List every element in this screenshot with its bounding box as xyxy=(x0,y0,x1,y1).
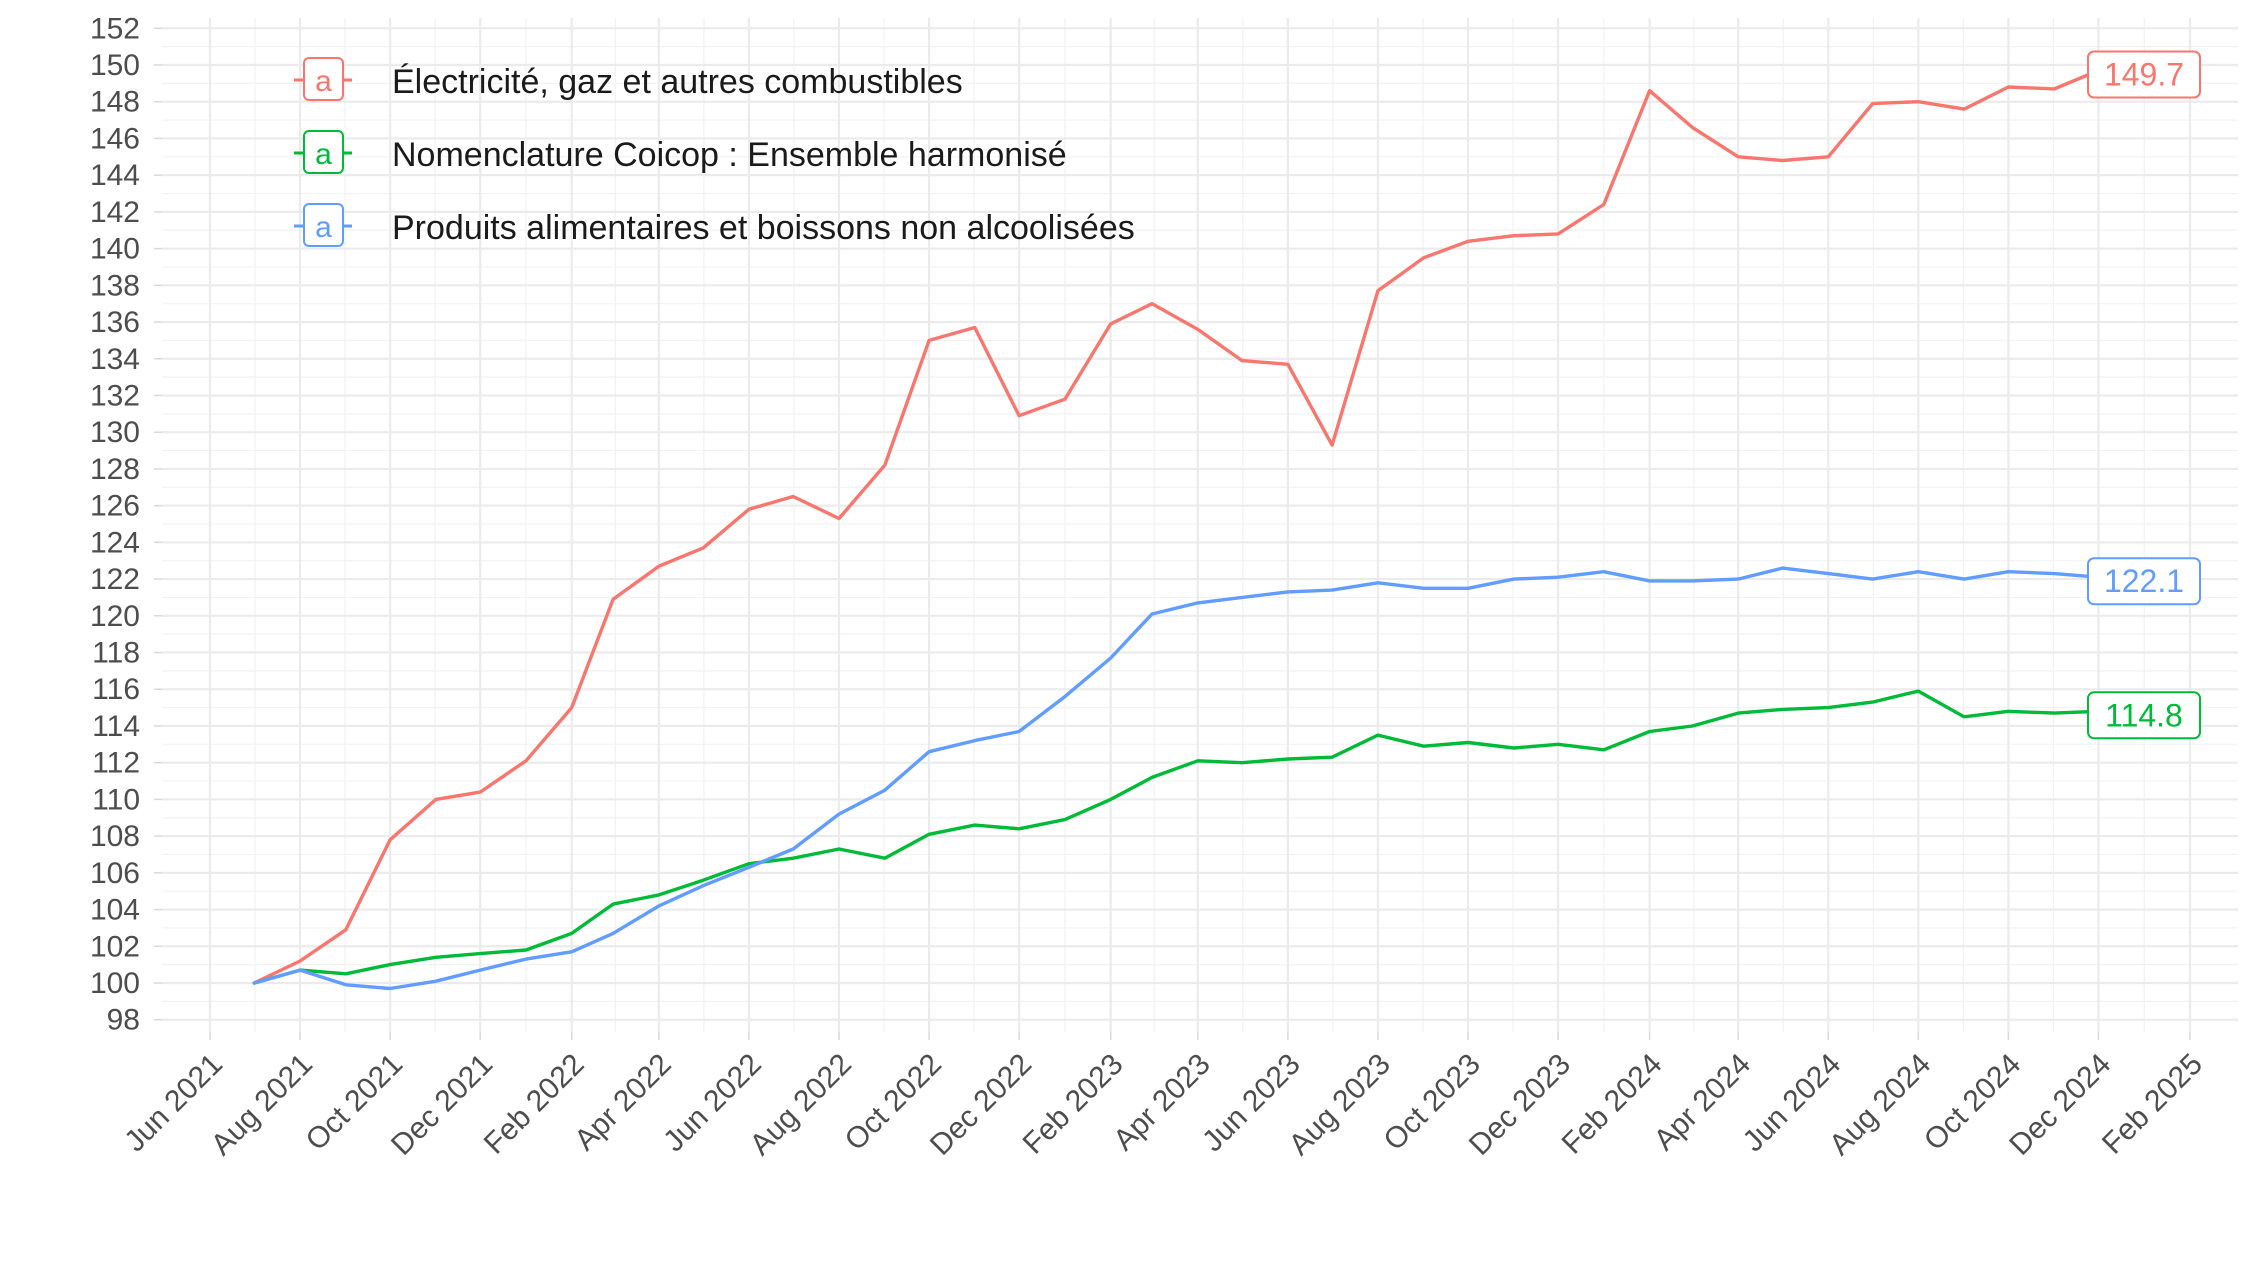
end-label-text: 149.7 xyxy=(2104,57,2184,93)
x-tick-label: Apr 2023 xyxy=(1107,1048,1216,1157)
y-tick-label: 112 xyxy=(92,747,140,780)
end-label-box xyxy=(2087,50,2201,99)
x-tick-label: Feb 2025 xyxy=(2096,1048,2209,1161)
y-axis-tick-marks xyxy=(154,27,162,1021)
legend-key-box xyxy=(303,130,344,174)
legend-label-alimentaires: Produits alimentaires et boissons non al… xyxy=(392,209,1135,247)
legend: a Électricité, gaz et autres combustible… xyxy=(294,57,1135,247)
y-tick-label: 150 xyxy=(90,49,140,82)
y-tick-label: 108 xyxy=(90,820,140,853)
y-tick-label: 116 xyxy=(92,673,140,706)
x-tick-label: Feb 2023 xyxy=(1017,1048,1130,1161)
legend-item-ensemble: a Nomenclature Coicop : Ensemble harmoni… xyxy=(294,130,1067,174)
y-tick-label: 102 xyxy=(90,930,140,963)
major-gridlines-y xyxy=(162,27,2238,1021)
y-tick-label: 110 xyxy=(92,783,140,816)
y-tick-label: 138 xyxy=(90,269,140,302)
x-tick-label: Feb 2024 xyxy=(1556,1048,1669,1161)
legend-key-letter: a xyxy=(315,138,332,171)
legend-key-box xyxy=(303,203,344,247)
y-tick-label: 140 xyxy=(90,233,140,266)
legend-key-box xyxy=(303,57,344,101)
series-lines xyxy=(252,68,2101,991)
x-tick-label: Apr 2022 xyxy=(568,1048,677,1157)
y-tick-label: 134 xyxy=(90,343,140,376)
y-tick-label: 98 xyxy=(107,1004,140,1037)
y-tick-label: 136 xyxy=(90,306,140,339)
series-line-2 xyxy=(252,566,2101,991)
x-tick-label: Feb 2022 xyxy=(478,1048,591,1161)
y-tick-label: 142 xyxy=(90,196,140,229)
x-axis-tick-marks xyxy=(209,1032,2191,1040)
legend-item-alimentaires: a Produits alimentaires et boissons non … xyxy=(294,203,1135,247)
end-label-box xyxy=(2087,557,2201,606)
series-line-0 xyxy=(252,68,2101,985)
y-tick-label: 148 xyxy=(90,86,140,119)
legend-key-letter: a xyxy=(315,211,332,244)
end-label-1: 114.8 xyxy=(2087,691,2201,740)
y-tick-label: 152 xyxy=(90,12,140,45)
major-gridlines-x xyxy=(208,18,2192,1032)
y-tick-label: 128 xyxy=(90,453,140,486)
y-tick-label: 126 xyxy=(90,490,140,523)
y-tick-label: 124 xyxy=(90,526,140,559)
legend-item-electricite: a Électricité, gaz et autres combustible… xyxy=(294,57,963,101)
y-tick-label: 122 xyxy=(90,563,140,596)
y-tick-label: 100 xyxy=(90,967,140,1000)
y-tick-label: 144 xyxy=(90,159,140,192)
end-value-labels: 149.7 114.8 122.1 xyxy=(2087,50,2201,740)
legend-label-ensemble: Nomenclature Coicop : Ensemble harmonisé xyxy=(392,136,1067,174)
y-axis-tick-labels: 9810010210410610811011211411611812012212… xyxy=(90,12,140,1036)
end-label-0: 149.7 xyxy=(2087,50,2201,99)
y-tick-label: 104 xyxy=(90,894,140,927)
series-line-1 xyxy=(252,689,2101,985)
y-tick-label: 106 xyxy=(90,857,140,890)
end-label-box xyxy=(2087,691,2201,740)
end-label-text: 122.1 xyxy=(2104,563,2184,599)
minor-gridlines-y xyxy=(162,46,2238,1002)
minor-gridlines-x xyxy=(254,18,2145,1032)
y-tick-label: 130 xyxy=(90,416,140,449)
x-tick-label: Apr 2024 xyxy=(1648,1048,1757,1157)
y-tick-label: 114 xyxy=(92,710,140,743)
y-tick-label: 132 xyxy=(90,379,140,412)
y-tick-label: 120 xyxy=(90,600,140,633)
end-label-2: 122.1 xyxy=(2087,557,2201,606)
end-label-text: 114.8 xyxy=(2105,697,2183,733)
legend-label-electricite: Électricité, gaz et autres combustibles xyxy=(392,63,963,101)
legend-key-letter: a xyxy=(315,65,332,98)
y-tick-label: 118 xyxy=(92,637,140,670)
y-tick-label: 146 xyxy=(90,122,140,155)
